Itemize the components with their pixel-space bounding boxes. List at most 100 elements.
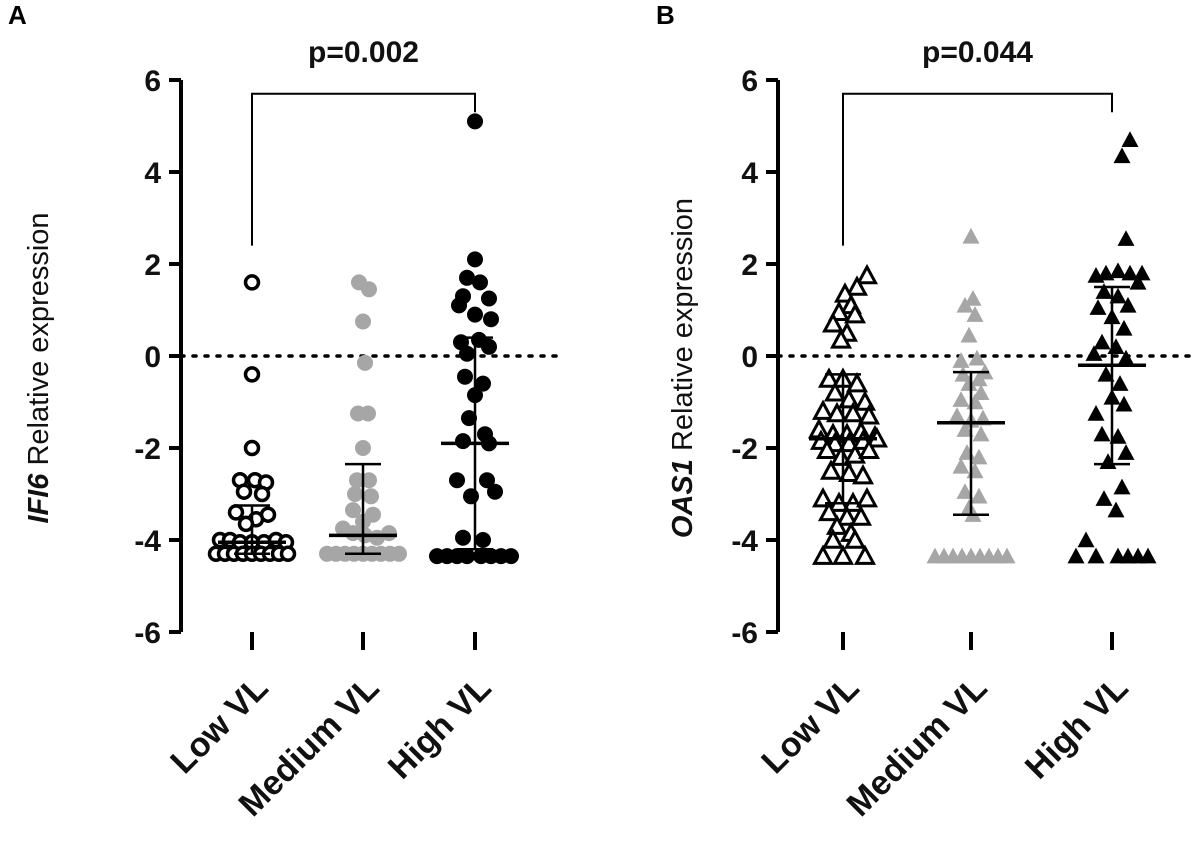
data-point [243,439,261,457]
p-value-label: p=0.044 [922,36,1033,69]
significance-bracket [842,92,1113,246]
y-tick-label: -6 [134,617,161,650]
data-point [449,472,465,489]
data-point [843,528,867,549]
data-point [851,463,875,485]
data-point [857,438,881,460]
data-point [503,548,519,565]
data-point [357,354,373,371]
data-point [391,545,407,562]
data-point [972,425,990,442]
x-category-label: Low VL [754,669,866,781]
data-point [1095,490,1113,506]
y-tick-label: 4 [741,157,758,190]
data-point [451,297,467,314]
data-point [849,505,873,526]
data-point [363,488,379,505]
data-point [1087,405,1105,421]
data-point [970,487,988,504]
chart-panel-b: B 6 4 2 0 -2 -4 -6 OAS1 Relative expression p=0.0… [656,0,1198,824]
x-category-label: Low VL [163,669,275,781]
data-point [811,399,835,420]
data-point [355,440,371,456]
data-point [843,302,867,324]
data-point [355,313,371,330]
data-point [459,269,475,286]
data-point [823,381,847,402]
data-point [819,459,843,480]
data-point [952,391,970,407]
y-axis-label: OAS1 Relative expression [667,198,699,538]
data-point [457,368,473,385]
data-point [1107,501,1125,518]
data-point [817,367,841,388]
data-point [455,433,471,450]
data-point [1087,267,1105,283]
data-point [845,371,869,393]
data-point [1109,287,1127,304]
data-point [853,390,877,411]
data-point [463,488,479,505]
y-axis-label-gene: IFI6 [23,473,55,524]
y-tick-label: -4 [731,525,758,558]
data-point [1089,299,1107,315]
data-point [1095,283,1113,299]
data-point [815,438,839,460]
data-point [1129,273,1147,290]
p-value-label: p=0.002 [308,36,419,69]
data-point [1139,547,1157,564]
data-point [811,544,835,565]
data-point [1107,338,1125,355]
data-point [952,352,970,368]
data-point [841,401,865,423]
data-point [467,306,483,323]
data-point [956,483,974,499]
data-point [472,274,488,291]
data-point [475,375,491,392]
y-tick-label: -4 [134,525,161,558]
data-point [361,281,377,298]
data-point [960,326,978,343]
y-axis-label-gene: OAS1 [667,459,699,538]
data-point [972,384,990,401]
data-point [968,349,986,366]
data-point [481,290,497,307]
data-point [966,306,984,322]
x-category-label: High VL [1018,669,1136,787]
chart-panel-a: A 6 4 2 0 -2 -4 -6 IFI6 Relative expression p=0.0… [8,0,567,824]
data-point [467,113,483,130]
data-point [279,545,297,563]
data-point [857,404,881,425]
data-point [459,345,475,362]
data-point [835,505,859,526]
y-tick-label: -2 [134,433,161,466]
data-point [962,227,980,244]
data-point [1113,147,1131,164]
data-point [825,401,849,423]
y-tick-label: 0 [144,341,161,374]
data-point [243,274,261,291]
data-point [1087,547,1105,564]
data-point [958,444,976,460]
data-point [829,445,853,466]
data-point [1117,349,1135,366]
data-point [381,525,397,542]
data-point [829,328,853,349]
data-point [811,486,835,508]
data-point [483,311,499,328]
y-axis-label-text: Relative expression [667,198,699,459]
data-point [467,251,483,268]
data-point [998,547,1016,564]
data-point [954,365,972,382]
x-category-label: High VL [381,669,499,787]
data-point [1109,428,1127,444]
data-point [855,263,879,285]
y-tick-label: 6 [741,65,758,98]
data-point [1121,264,1139,281]
y-axis-label-text: Relative expression [23,212,55,473]
data-point [1067,547,1085,564]
panel-label: B [656,0,675,30]
data-point [1111,375,1129,391]
data-point [845,275,869,296]
data-point [1093,333,1111,350]
